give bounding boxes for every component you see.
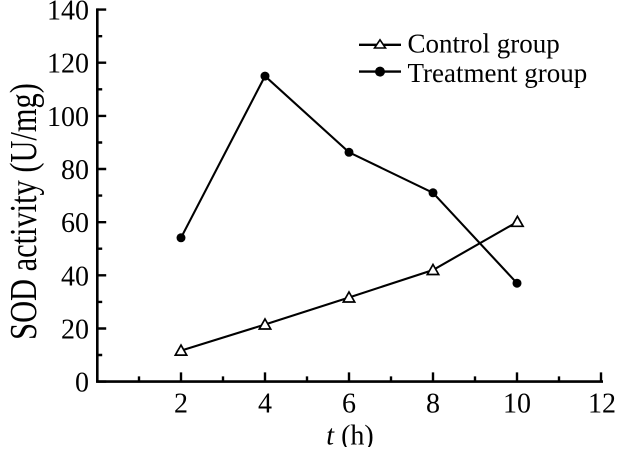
- svg-text:80: 80: [61, 155, 89, 186]
- svg-text:100: 100: [47, 102, 89, 133]
- svg-text:t (h): t (h): [326, 420, 373, 447]
- svg-text:40: 40: [61, 261, 89, 292]
- svg-text:120: 120: [47, 49, 89, 80]
- svg-text:4: 4: [258, 389, 272, 420]
- svg-text:2: 2: [174, 389, 188, 420]
- svg-text:8: 8: [426, 389, 440, 420]
- svg-text:140: 140: [47, 0, 89, 27]
- svg-text:10: 10: [503, 389, 531, 420]
- svg-text:12: 12: [588, 389, 616, 420]
- svg-text:6: 6: [342, 389, 356, 420]
- svg-text:Treatment group: Treatment group: [408, 58, 588, 88]
- svg-text:SOD activity (U/mg): SOD activity (U/mg): [3, 83, 45, 340]
- svg-text:0: 0: [75, 368, 89, 399]
- svg-text:60: 60: [61, 208, 89, 239]
- svg-text:Control group: Control group: [408, 28, 560, 58]
- svg-text:20: 20: [61, 315, 89, 346]
